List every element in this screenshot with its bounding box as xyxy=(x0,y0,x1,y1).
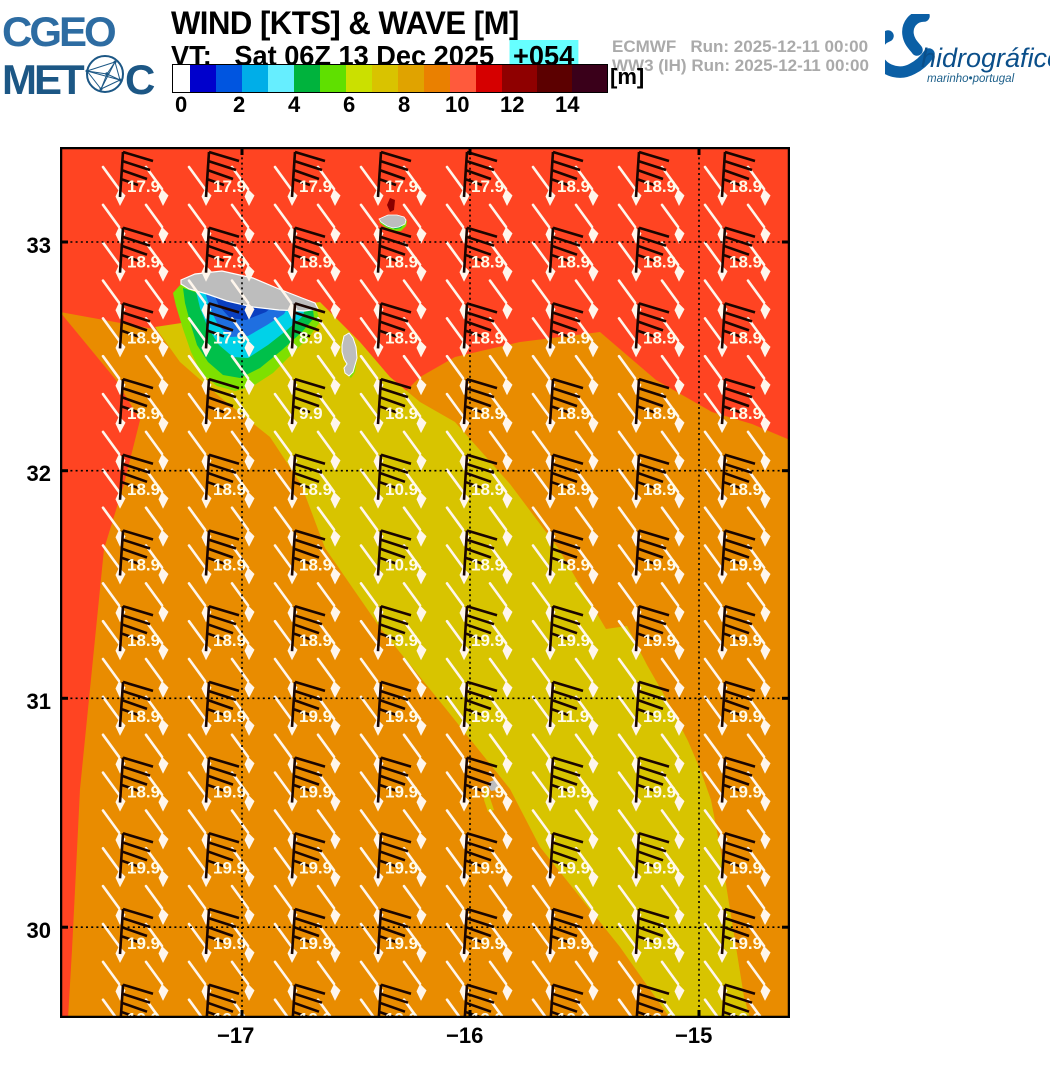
svg-text:19.9: 19.9 xyxy=(299,783,332,802)
svg-text:18.9: 18.9 xyxy=(213,631,246,650)
svg-text:hidrográfico: hidrográfico xyxy=(921,43,1050,73)
svg-text:18.9: 18.9 xyxy=(729,480,762,499)
svg-text:18.9: 18.9 xyxy=(385,253,418,272)
svg-text:19.9: 19.9 xyxy=(213,783,246,802)
svg-text:18.9: 18.9 xyxy=(213,556,246,575)
svg-text:19.9: 19.9 xyxy=(557,934,590,953)
svg-text:19.9: 19.9 xyxy=(729,783,762,802)
svg-text:19.9: 19.9 xyxy=(643,934,676,953)
svg-text:19.9: 19.9 xyxy=(471,858,504,877)
svg-text:18.9: 18.9 xyxy=(729,177,762,196)
svg-text:19.9: 19.9 xyxy=(557,783,590,802)
svg-text:18.9: 18.9 xyxy=(643,177,676,196)
svg-text:18.9: 18.9 xyxy=(127,404,160,423)
svg-text:19.9: 19.9 xyxy=(471,707,504,726)
svg-text:18.9: 18.9 xyxy=(729,328,762,347)
svg-text:18.9: 18.9 xyxy=(729,253,762,272)
svg-text:12.9: 12.9 xyxy=(213,404,246,423)
svg-text:19.9: 19.9 xyxy=(643,556,676,575)
svg-text:CGEO: CGEO xyxy=(2,8,115,55)
svg-text:18.9: 18.9 xyxy=(557,480,590,499)
svg-text:18.9: 18.9 xyxy=(299,631,332,650)
svg-text:18.9: 18.9 xyxy=(471,556,504,575)
svg-text:9.9: 9.9 xyxy=(299,404,323,423)
svg-text:19.9: 19.9 xyxy=(643,707,676,726)
svg-text:11.9: 11.9 xyxy=(557,707,589,726)
svg-text:17.9: 17.9 xyxy=(385,177,418,196)
svg-text:19.9: 19.9 xyxy=(127,934,160,953)
svg-text:18.9: 18.9 xyxy=(299,253,332,272)
svg-text:18.9: 18.9 xyxy=(557,404,590,423)
svg-text:19.9: 19.9 xyxy=(729,631,762,650)
svg-text:18.9: 18.9 xyxy=(127,253,160,272)
svg-text:19.9: 19.9 xyxy=(299,934,332,953)
svg-text:18.9: 18.9 xyxy=(299,480,332,499)
svg-text:10.9: 10.9 xyxy=(385,556,418,575)
svg-text:MET: MET xyxy=(2,56,85,102)
svg-text:17.9: 17.9 xyxy=(471,177,504,196)
svg-text:19.9: 19.9 xyxy=(385,858,418,877)
svg-text:19.9: 19.9 xyxy=(643,783,676,802)
svg-text:18.9: 18.9 xyxy=(471,404,504,423)
svg-text:17.9: 17.9 xyxy=(127,177,160,196)
svg-text:18.9: 18.9 xyxy=(471,480,504,499)
svg-text:19.9: 19.9 xyxy=(299,707,332,726)
svg-text:19.9: 19.9 xyxy=(385,934,418,953)
svg-text:19.9: 19.9 xyxy=(385,707,418,726)
svg-text:18.9: 18.9 xyxy=(127,707,160,726)
svg-text:18.9: 18.9 xyxy=(557,253,590,272)
svg-text:19.9: 19.9 xyxy=(557,631,590,650)
svg-text:18.9: 18.9 xyxy=(471,253,504,272)
svg-text:18.9: 18.9 xyxy=(471,328,504,347)
svg-text:19.9: 19.9 xyxy=(557,858,590,877)
svg-text:18.9: 18.9 xyxy=(385,404,418,423)
svg-text:18.9: 18.9 xyxy=(643,404,676,423)
svg-text:18.9: 18.9 xyxy=(643,328,676,347)
svg-text:17.9: 17.9 xyxy=(299,177,332,196)
svg-text:18.9: 18.9 xyxy=(557,328,590,347)
svg-text:19.9: 19.9 xyxy=(213,707,246,726)
svg-text:19.9: 19.9 xyxy=(729,556,762,575)
svg-text:19.9: 19.9 xyxy=(385,783,418,802)
svg-text:19.9: 19.9 xyxy=(729,934,762,953)
svg-text:19.9: 19.9 xyxy=(385,631,418,650)
svg-text:18.9: 18.9 xyxy=(643,253,676,272)
svg-text:8.9: 8.9 xyxy=(299,328,323,347)
svg-text:10.9: 10.9 xyxy=(385,480,418,499)
svg-text:18.9: 18.9 xyxy=(557,556,590,575)
svg-text:18.9: 18.9 xyxy=(127,328,160,347)
svg-text:19.9: 19.9 xyxy=(299,858,332,877)
svg-text:19.9: 19.9 xyxy=(471,934,504,953)
svg-text:18.9: 18.9 xyxy=(557,177,590,196)
svg-text:18.9: 18.9 xyxy=(299,556,332,575)
svg-text:17.9: 17.9 xyxy=(213,177,246,196)
svg-text:19.9: 19.9 xyxy=(643,858,676,877)
svg-text:18.9: 18.9 xyxy=(127,480,160,499)
svg-text:17.9: 17.9 xyxy=(213,253,246,272)
svg-text:18.9: 18.9 xyxy=(127,631,160,650)
svg-text:19.9: 19.9 xyxy=(471,783,504,802)
svg-text:18.9: 18.9 xyxy=(643,480,676,499)
svg-text:19.9: 19.9 xyxy=(729,858,762,877)
svg-text:19.9: 19.9 xyxy=(127,858,160,877)
svg-text:17.9: 17.9 xyxy=(213,328,246,347)
svg-text:18.9: 18.9 xyxy=(729,404,762,423)
svg-text:19.9: 19.9 xyxy=(213,934,246,953)
svg-text:19.9: 19.9 xyxy=(471,631,504,650)
svg-text:marinho•portugal: marinho•portugal xyxy=(927,73,1015,85)
svg-text:18.9: 18.9 xyxy=(385,328,418,347)
svg-text:C: C xyxy=(125,56,155,102)
svg-text:19.9: 19.9 xyxy=(643,631,676,650)
svg-text:19.9: 19.9 xyxy=(213,858,246,877)
svg-text:18.9: 18.9 xyxy=(213,480,246,499)
svg-text:18.9: 18.9 xyxy=(127,556,160,575)
svg-text:18.9: 18.9 xyxy=(127,783,160,802)
svg-text:19.9: 19.9 xyxy=(729,707,762,726)
